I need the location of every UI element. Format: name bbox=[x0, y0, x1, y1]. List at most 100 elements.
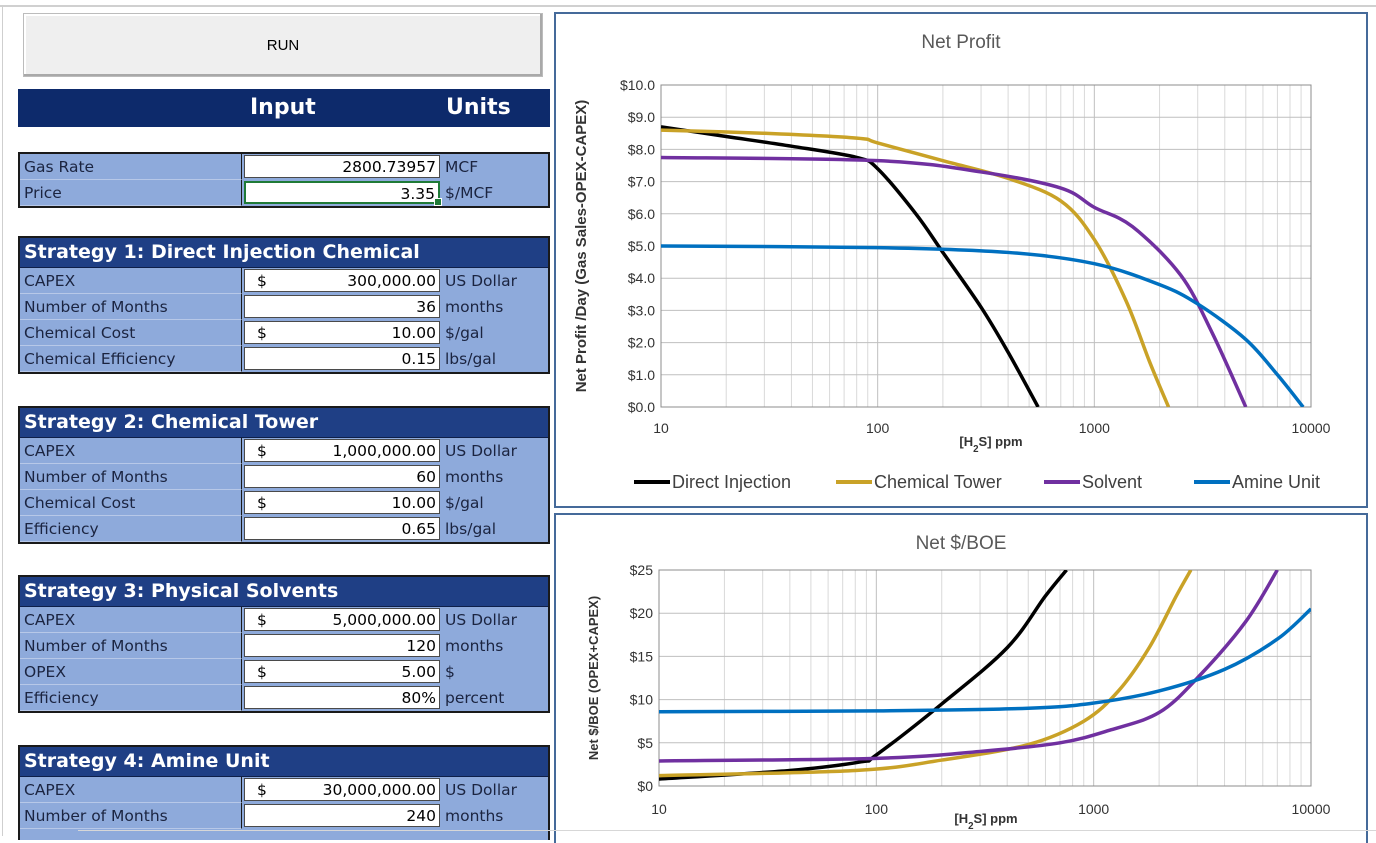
y-tick-label: $10 bbox=[630, 692, 654, 708]
units-header: Units bbox=[446, 95, 511, 120]
y-tick-label: $6.0 bbox=[628, 206, 655, 222]
x-tick-label: 100 bbox=[866, 420, 890, 436]
row-label: CAPEX bbox=[20, 607, 242, 633]
series-line-solvent bbox=[659, 570, 1279, 763]
gas-rate-input[interactable]: 2800.73957 bbox=[244, 155, 440, 178]
x-tick-label: 100 bbox=[865, 801, 889, 817]
strategy-title: Strategy 2: Chemical Tower bbox=[20, 408, 548, 438]
series-line-chemical-tower bbox=[659, 570, 1193, 778]
x-axis-title: [H2S] ppm bbox=[954, 811, 1017, 832]
row-unit: $ bbox=[442, 659, 548, 685]
table-row: Chemical Cost $10.00 $/gal bbox=[20, 490, 548, 516]
strategy-1-table: Strategy 1: Direct Injection Chemical CA… bbox=[18, 236, 550, 374]
table-row: Number of Months 240 months bbox=[20, 803, 548, 829]
series-line-direct-injection bbox=[659, 570, 1068, 781]
series-line-solvent bbox=[661, 155, 1248, 407]
x-tick-label: 10000 bbox=[1292, 801, 1331, 817]
row-unit: months bbox=[442, 633, 548, 659]
price-input[interactable]: 3.35 bbox=[244, 181, 442, 206]
fill-handle[interactable] bbox=[434, 198, 442, 206]
y-tick-label: $2.0 bbox=[628, 335, 655, 351]
row-unit: MCF bbox=[442, 154, 548, 180]
row-label: Efficiency bbox=[20, 516, 242, 542]
x-tick-label: 1000 bbox=[1079, 420, 1110, 436]
row-label: CAPEX bbox=[20, 268, 242, 294]
row-unit: $/gal bbox=[442, 320, 548, 346]
row-label: CAPEX bbox=[20, 777, 242, 803]
y-tick-label: $7.0 bbox=[628, 174, 655, 190]
row-label: Chemical Cost bbox=[20, 490, 242, 516]
chemical-cost-input[interactable]: $10.00 bbox=[244, 491, 440, 514]
y-tick-label: $4.0 bbox=[628, 270, 655, 286]
table-row: Chemical Efficiency 0.15 lbs/gal bbox=[20, 346, 548, 372]
y-tick-label: $5 bbox=[637, 735, 653, 751]
row-unit: lbs/gal bbox=[442, 516, 548, 542]
table-row: Number of Months 120 months bbox=[20, 633, 548, 659]
input-header-bar: Input Units bbox=[18, 89, 550, 127]
strategy-2-table: Strategy 2: Chemical Tower CAPEX $1,000,… bbox=[18, 406, 550, 544]
row-unit: months bbox=[442, 803, 548, 829]
x-tick-label: 10 bbox=[651, 801, 667, 817]
opex-input[interactable]: $5.00 bbox=[244, 660, 440, 683]
efficiency-input[interactable]: 0.15 bbox=[244, 347, 440, 370]
months-input[interactable]: 36 bbox=[244, 295, 440, 318]
table-row: Chemical Cost $10.00 $/gal bbox=[20, 320, 548, 346]
months-input[interactable]: 60 bbox=[244, 465, 440, 488]
net-boe-chart: $0 $5 $10 $15 $20 $25 10 100 1000 10000 [H2S] ppm N… bbox=[586, 562, 1331, 832]
y-tick-label: $8.0 bbox=[628, 141, 655, 157]
x-tick-label: 10 bbox=[653, 420, 669, 436]
table-row: CAPEX $1,000,000.00 US Dollar bbox=[20, 438, 548, 464]
row-label: Chemical Efficiency bbox=[20, 346, 242, 372]
row-unit: US Dollar bbox=[442, 607, 548, 633]
series-line-amine-unit bbox=[661, 244, 1305, 407]
months-input[interactable]: 120 bbox=[244, 634, 440, 657]
table-row: CAPEX $300,000.00 US Dollar bbox=[20, 268, 548, 294]
x-tick-label: 1000 bbox=[1078, 801, 1109, 817]
row-label: Chemical Cost bbox=[20, 320, 242, 346]
strategy-title: Strategy 3: Physical Solvents bbox=[20, 577, 548, 607]
table-row: Price 3.35 $/MCF bbox=[20, 180, 548, 206]
y-axis-title: Net $/BOE (OPEX+CAPEX) bbox=[586, 596, 601, 760]
row-label: Efficiency bbox=[20, 685, 242, 711]
strategy-3-table: Strategy 3: Physical Solvents CAPEX $5,0… bbox=[18, 575, 550, 713]
table-row: Efficiency 80% percent bbox=[20, 685, 548, 711]
row-unit: US Dollar bbox=[442, 777, 548, 803]
capex-input[interactable]: $5,000,000.00 bbox=[244, 608, 440, 631]
row-label: Price bbox=[20, 180, 242, 206]
months-input[interactable]: 240 bbox=[244, 804, 440, 827]
net-profit-chart-panel[interactable]: Net Profit $0.0 $1.0 $2.0 $3.0 $4.0 $5.0 $6.0 $… bbox=[554, 12, 1368, 508]
capex-input[interactable]: $30,000,000.00 bbox=[244, 778, 440, 801]
row-label: CAPEX bbox=[20, 438, 242, 464]
window-left-edge bbox=[2, 5, 3, 836]
table-row: OPEX $5.00 $ bbox=[20, 659, 548, 685]
efficiency-input[interactable]: 0.65 bbox=[244, 517, 440, 540]
chemical-cost-input[interactable]: $10.00 bbox=[244, 321, 440, 344]
net-boe-chart-panel[interactable]: Net $/BOE $0 $5 $10 $15 $20 $25 10 100 1000 10000… bbox=[554, 513, 1368, 843]
table-row: Gas Rate 2800.73957 MCF bbox=[20, 154, 548, 180]
capex-input[interactable]: $1,000,000.00 bbox=[244, 439, 440, 462]
table-row: CAPEX $30,000,000.00 US Dollar bbox=[20, 777, 548, 803]
row-unit: $/MCF bbox=[442, 180, 548, 206]
run-button[interactable]: RUN bbox=[23, 13, 543, 77]
row-label: Number of Months bbox=[20, 633, 242, 659]
legend-entry: Amine Unit bbox=[1232, 472, 1320, 492]
efficiency-input[interactable]: 80% bbox=[244, 686, 440, 709]
table-row: CAPEX $5,000,000.00 US Dollar bbox=[20, 607, 548, 633]
row-label: Number of Months bbox=[20, 803, 242, 829]
row-label: Gas Rate bbox=[20, 154, 242, 180]
net-boe-chart-title: Net $/BOE bbox=[915, 533, 1007, 554]
series-line-amine-unit bbox=[659, 607, 1311, 714]
row-label: Number of Months bbox=[20, 294, 242, 320]
series-line-direct-injection bbox=[661, 125, 1040, 407]
y-tick-label: $9.0 bbox=[628, 109, 655, 125]
x-axis-title: [H2S] ppm bbox=[959, 434, 1022, 455]
y-tick-label: $1.0 bbox=[628, 367, 655, 383]
table-row: Efficiency 0.65 lbs/gal bbox=[20, 516, 548, 542]
net-profit-chart-title: Net Profit bbox=[921, 32, 1001, 53]
net-profit-chart: $0.0 $1.0 $2.0 $3.0 $4.0 $5.0 $6.0 $7.0 $8.0 $9.0… bbox=[573, 77, 1331, 492]
row-label: Number of Months bbox=[20, 464, 242, 490]
capex-input[interactable]: $300,000.00 bbox=[244, 269, 440, 292]
row-label: OPEX bbox=[20, 659, 242, 685]
legend-entry: Chemical Tower bbox=[874, 472, 1002, 492]
row-unit: months bbox=[442, 294, 548, 320]
